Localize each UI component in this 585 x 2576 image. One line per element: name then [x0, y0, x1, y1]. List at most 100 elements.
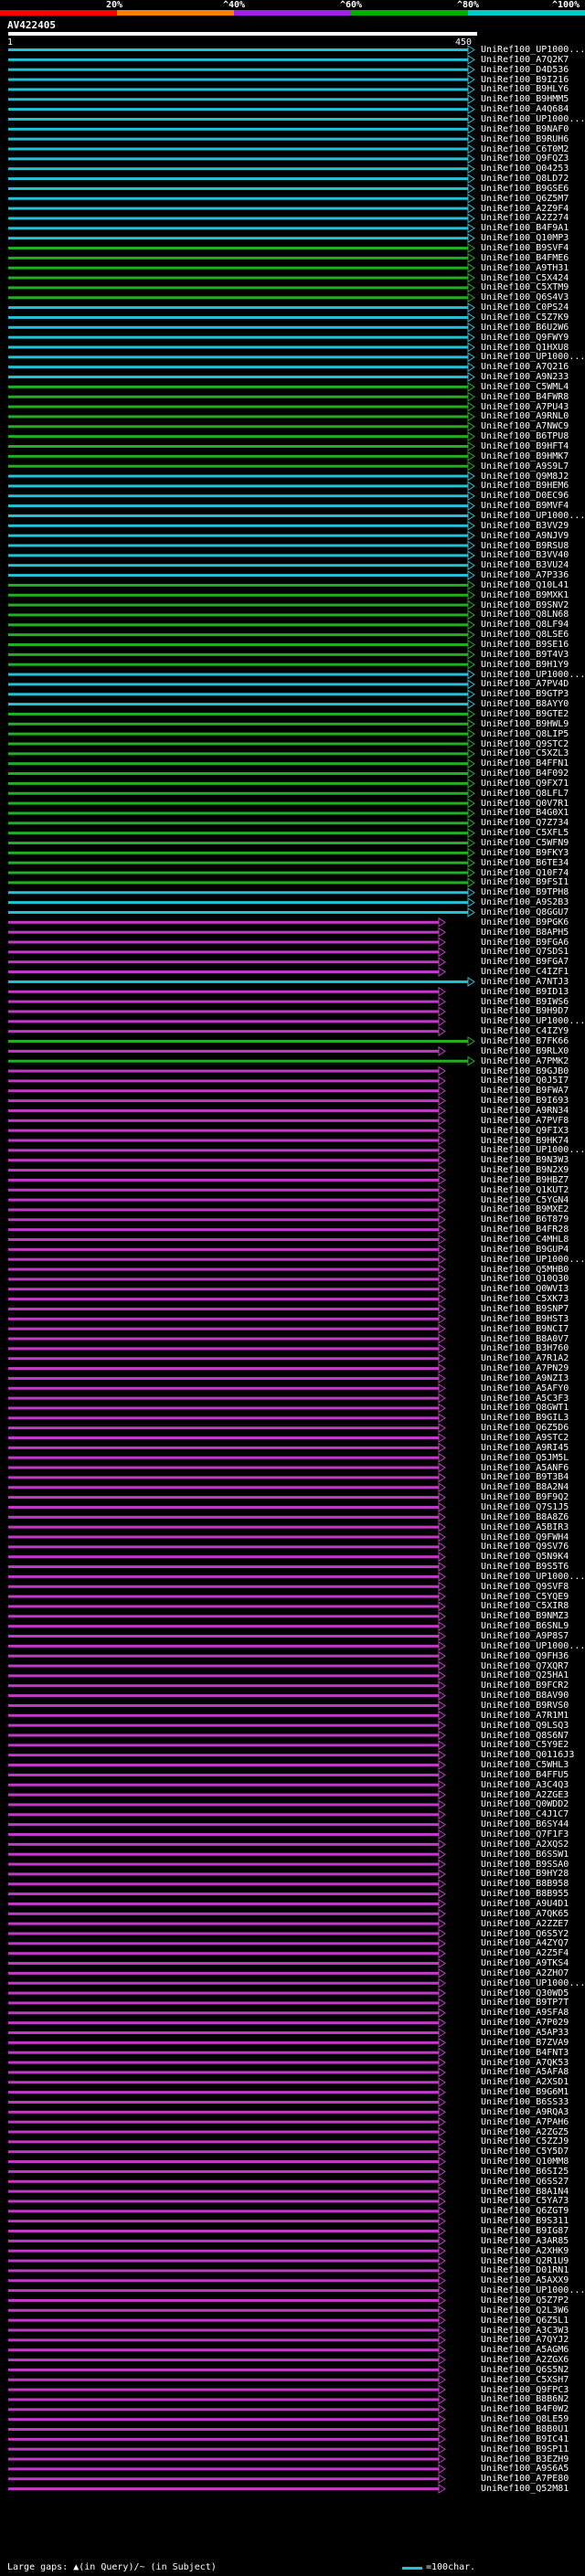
hit-label[interactable]: UniRef100_C0PS24 — [481, 302, 569, 313]
hit-label[interactable]: UniRef100_C5YA73 — [481, 2196, 569, 2207]
hit-label[interactable]: UniRef100_B9HK74 — [481, 1135, 569, 1146]
hit-label[interactable]: UniRef100_A7R1M1 — [481, 1710, 569, 1721]
hit-label[interactable]: UniRef100_C5XFL5 — [481, 828, 569, 839]
hit-label[interactable]: UniRef100_C5XTM9 — [481, 282, 569, 293]
hit-label[interactable]: UniRef100_B6T879 — [481, 1214, 569, 1225]
hit-label[interactable]: UniRef100_Q7Z734 — [481, 818, 569, 829]
hit-label[interactable]: UniRef100_Q25HA1 — [481, 1670, 569, 1681]
hit-label[interactable]: UniRef100_A3C4Q3 — [481, 1779, 569, 1790]
hit-label[interactable]: UniRef100_B3VU24 — [481, 560, 569, 571]
hit-label[interactable]: UniRef100_B9SNV2 — [481, 599, 569, 610]
hit-label[interactable]: UniRef100_A7NWC9 — [481, 421, 569, 432]
hit-label[interactable]: UniRef100_A5AFA8 — [481, 2067, 569, 2078]
hit-label[interactable]: UniRef100_B3EZH9 — [481, 2454, 569, 2465]
hit-label[interactable]: UniRef100_B9TP7T — [481, 1998, 569, 2009]
hit-label[interactable]: UniRef100_A7PN29 — [481, 1363, 569, 1374]
hit-label[interactable]: UniRef100_Q0V7R1 — [481, 798, 569, 809]
hit-label[interactable]: UniRef100_A5AGM6 — [481, 2345, 569, 2356]
hit-label[interactable]: UniRef100_C5XK73 — [481, 1294, 569, 1305]
hit-label[interactable]: UniRef100_B4G0X1 — [481, 808, 569, 819]
hit-label[interactable]: UniRef100_B8A8Z6 — [481, 1511, 569, 1522]
hit-label[interactable]: UniRef100_A2Z274 — [481, 213, 569, 224]
hit-label[interactable]: UniRef100_B4FWR8 — [481, 391, 569, 402]
hit-label[interactable]: UniRef100_B9I693 — [481, 1096, 569, 1107]
hit-label[interactable]: UniRef100_B9HY28 — [481, 1869, 569, 1880]
hit-label[interactable]: UniRef100_B8B6N2 — [481, 2394, 569, 2405]
hit-label[interactable]: UniRef100_Q30WD5 — [481, 1988, 569, 1998]
hit-label[interactable]: UniRef100_B7ZVA9 — [481, 2037, 569, 2048]
hit-label[interactable]: UniRef100_C5ZZJ9 — [481, 2136, 569, 2147]
hit-label[interactable]: UniRef100_B9GJB0 — [481, 1065, 569, 1076]
hit-label[interactable]: UniRef100_B9F9Q2 — [481, 1492, 569, 1503]
hit-label[interactable]: UniRef100_UP1000... — [481, 45, 583, 55]
hit-label[interactable]: UniRef100_Q0116J3 — [481, 1750, 575, 1761]
hit-label[interactable]: UniRef100_Q52M81 — [481, 2484, 569, 2495]
hit-label[interactable]: UniRef100_A9SFA8 — [481, 2008, 569, 2019]
hit-label[interactable]: UniRef100_A9P8S7 — [481, 1631, 569, 1641]
hit-label[interactable]: UniRef100_D0EC96 — [481, 491, 569, 502]
hit-label[interactable]: UniRef100_Q9FWH4 — [481, 1532, 569, 1542]
hit-label[interactable]: UniRef100_B9GTP3 — [481, 689, 569, 700]
hit-label[interactable]: UniRef100_Q5Z7P2 — [481, 2295, 569, 2306]
hit-label[interactable]: UniRef100_B8A1N4 — [481, 2186, 569, 2197]
hit-label[interactable]: UniRef100_B9S5T6 — [481, 1562, 569, 1573]
hit-label[interactable]: UniRef100_Q0WDD2 — [481, 1799, 569, 1810]
hit-label[interactable]: UniRef100_C5XSH7 — [481, 2374, 569, 2385]
hit-label[interactable]: UniRef100_A7PV4D — [481, 679, 569, 690]
hit-label[interactable]: UniRef100_Q5JM5L — [481, 1452, 569, 1463]
hit-label[interactable]: UniRef100_Q2L3W6 — [481, 2305, 569, 2316]
hit-label[interactable]: UniRef100_B9HLY6 — [481, 84, 569, 95]
hit-label[interactable]: UniRef100_UP1000... — [481, 669, 583, 680]
hit-label[interactable]: UniRef100_B9S311 — [481, 2216, 569, 2227]
hit-label[interactable]: UniRef100_Q10MP3 — [481, 233, 569, 244]
hit-label[interactable]: UniRef100_D01RN1 — [481, 2265, 569, 2276]
hit-label[interactable]: UniRef100_Q6SS27 — [481, 2176, 569, 2187]
hit-label[interactable]: UniRef100_B9TPH8 — [481, 887, 569, 898]
hit-label[interactable]: UniRef100_A2ZHO7 — [481, 1967, 569, 1978]
hit-label[interactable]: UniRef100_B4FFU5 — [481, 1769, 569, 1780]
hit-label[interactable]: UniRef100_A7QK65 — [481, 1908, 569, 1919]
hit-label[interactable]: UniRef100_Q9FWY9 — [481, 332, 569, 343]
hit-label[interactable]: UniRef100_B8B958 — [481, 1879, 569, 1890]
hit-label[interactable]: UniRef100_B9N2X9 — [481, 1165, 569, 1176]
hit-label[interactable]: UniRef100_A7QK53 — [481, 2057, 569, 2068]
hit-label[interactable]: UniRef100_Q6Z5L1 — [481, 2315, 569, 2326]
hit-label[interactable]: UniRef100_Q8S6N7 — [481, 1730, 569, 1741]
hit-label[interactable]: UniRef100_B9NMZ3 — [481, 1611, 569, 1622]
hit-label[interactable]: UniRef100_B6SS33 — [481, 2096, 569, 2107]
hit-label[interactable]: UniRef100_B9NCI7 — [481, 1323, 569, 1334]
hit-label[interactable]: UniRef100_Q6ZGT9 — [481, 2206, 569, 2217]
hit-label[interactable]: UniRef100_B8B955 — [481, 1889, 569, 1900]
hit-label[interactable]: UniRef100_UP1000... — [481, 1016, 583, 1027]
hit-label[interactable]: UniRef100_C4IZF1 — [481, 967, 569, 978]
hit-label[interactable]: UniRef100_B3VV29 — [481, 520, 569, 531]
hit-label[interactable]: UniRef100_B9RSU8 — [481, 540, 569, 551]
hit-label[interactable]: UniRef100_A7P336 — [481, 570, 569, 581]
hit-label[interactable]: UniRef100_A3AR85 — [481, 2235, 569, 2246]
hit-label[interactable]: UniRef100_C5XZL3 — [481, 748, 569, 759]
hit-label[interactable]: UniRef100_B9SVF4 — [481, 243, 569, 253]
hit-label[interactable]: UniRef100_B4FFN1 — [481, 758, 569, 769]
hit-label[interactable]: UniRef100_Q2R1U9 — [481, 2255, 569, 2266]
hit-label[interactable]: UniRef100_C5Y9E2 — [481, 1740, 569, 1751]
hit-label[interactable]: UniRef100_B9RVS0 — [481, 1700, 569, 1711]
hit-label[interactable]: UniRef100_B9PGK6 — [481, 917, 569, 928]
hit-label[interactable]: UniRef100_Q9M8J2 — [481, 471, 569, 482]
hit-label[interactable]: UniRef100_A7PMK2 — [481, 1055, 569, 1066]
hit-label[interactable]: UniRef100_Q04253 — [481, 164, 569, 175]
hit-label[interactable]: UniRef100_A2XHK9 — [481, 2245, 569, 2256]
hit-label[interactable]: UniRef100_B9FGA6 — [481, 937, 569, 948]
hit-label[interactable]: UniRef100_B9GTE2 — [481, 708, 569, 719]
hit-label[interactable]: UniRef100_B9N3W3 — [481, 1155, 569, 1166]
hit-label[interactable]: UniRef100_B4FME6 — [481, 252, 569, 263]
hit-label[interactable]: UniRef100_A9TKS4 — [481, 1958, 569, 1969]
hit-label[interactable]: UniRef100_B9I216 — [481, 74, 569, 85]
hit-label[interactable]: UniRef100_A2XSD1 — [481, 2077, 569, 2088]
hit-label[interactable]: UniRef100_B9T3B4 — [481, 1472, 569, 1483]
hit-label[interactable]: UniRef100_Q10Q30 — [481, 1274, 569, 1285]
hit-label[interactable]: UniRef100_B9SNP7 — [481, 1303, 569, 1314]
hit-label[interactable]: UniRef100_Q8GWT1 — [481, 1403, 569, 1414]
hit-label[interactable]: UniRef100_C4IZY9 — [481, 1026, 569, 1037]
hit-label[interactable]: UniRef100_A7PVF8 — [481, 1115, 569, 1126]
hit-label[interactable]: UniRef100_A2Z5F4 — [481, 1948, 569, 1959]
